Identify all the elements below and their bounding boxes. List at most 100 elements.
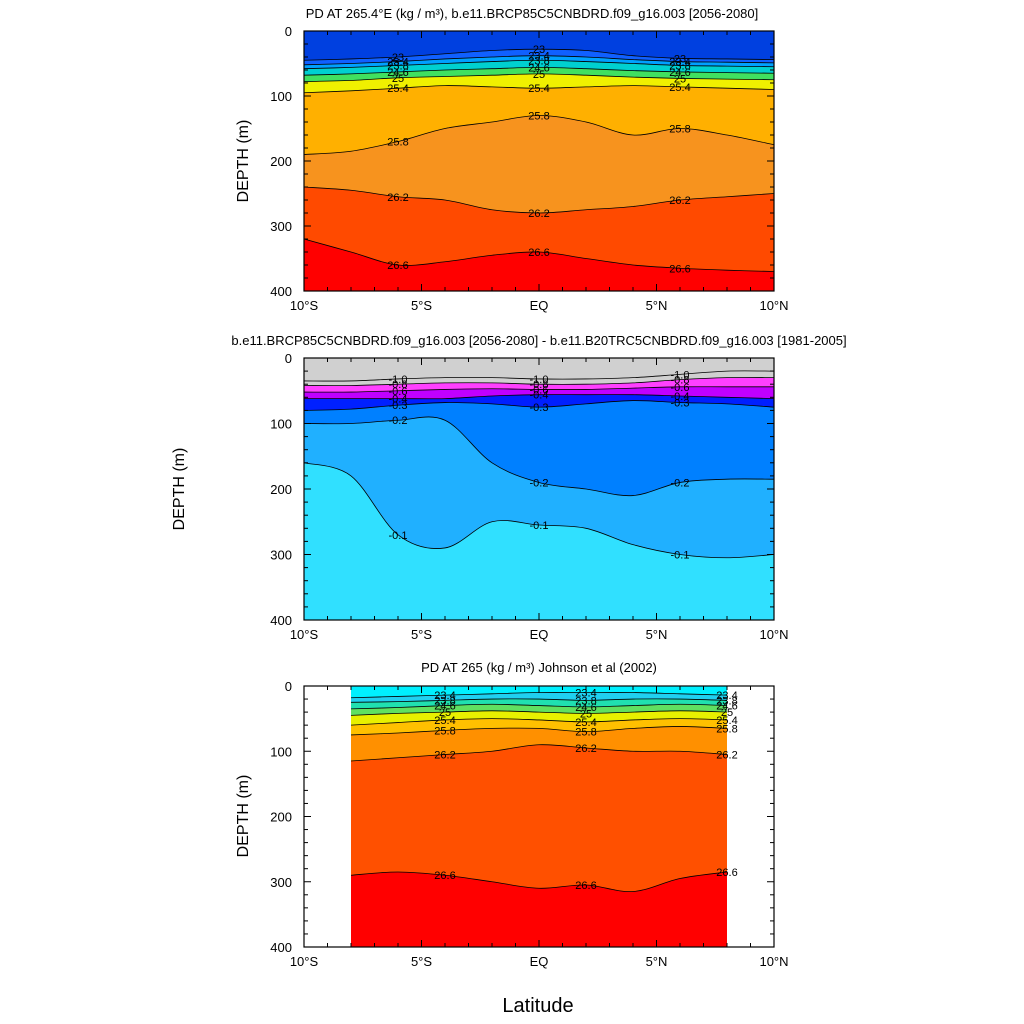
contour-line-25.8 [303,115,775,155]
panel-1-ylabel: DEPTH (m) [235,120,252,203]
contour-label: -0.6 [671,382,690,394]
contour-label: 25.4 [528,83,549,95]
contour-label: 25.8 [387,137,408,149]
contour-label: -0.2 [389,415,408,427]
contour-label: 24.6 [716,701,737,713]
contour-line--0.6 [303,386,774,393]
contour-band-26.6 [304,239,774,291]
contour-label: 23.4 [434,690,455,702]
contour-line-24.6 [350,703,728,710]
contour-line-26.2 [303,186,775,214]
contour-line-23.8 [350,698,728,703]
contour-label: 24.6 [669,67,690,79]
contour-label: 23.8 [716,695,737,707]
contour-label: 24.6 [575,702,596,714]
contour-label: -0.8 [671,375,690,387]
contour-label: 23.4 [575,688,596,700]
panel-3-title: PD AT 265 (kg / m³) Johnson et al (2002) [421,660,657,675]
contour-label: -0.1 [671,550,690,562]
x-tick-label: 10°N [759,298,788,313]
y-tick-label: 0 [285,351,292,366]
contour-label: 25 [533,69,545,81]
panel-1-ticks: 10°S 5°S EQ 5°N 10°N 0 100 200 300 400 [270,24,788,313]
x-tick-label: 5°N [646,627,668,642]
y-tick-label: 200 [270,482,292,497]
contour-label: -0.2 [671,477,690,489]
contour-label: 26.6 [528,247,549,259]
contour-label: 25 [392,73,404,85]
y-tick-label: 400 [270,613,292,628]
contour-label: -0.4 [389,394,408,406]
contour-label: 24.6 [434,701,455,713]
contour-line--0.8 [303,377,775,387]
contour-line--0.2 [303,416,775,497]
contour-line--1.0 [303,370,775,382]
panel-1-title: PD AT 265.4°E (kg / m³), b.e11.BRCP85C5C… [306,6,759,21]
contour-band--0.1 [304,462,774,620]
contour-label: 25 [674,73,686,85]
x-tick-label: EQ [530,298,549,313]
contour-label: 23.8 [528,55,549,67]
y-tick-label: 100 [270,89,292,104]
contour-label: 25.8 [669,124,690,136]
panel-2-ticks: 10°S 5°S EQ 5°N 10°N 0 100 200 300 400 [270,351,788,642]
contour-line-26.6 [303,238,775,272]
contour-label: -0.3 [671,398,690,410]
contour-label: 26.6 [716,867,737,879]
contour-label: -0.6 [389,386,408,398]
contour-label: 23 [674,53,686,65]
contour-label: 25.8 [528,111,549,123]
contour-label: 24.6 [528,62,549,74]
panel-1: PD AT 265.4°E (kg / m³), b.e11.BRCP85C5C… [235,6,789,313]
contour-line-25.8 [350,726,728,736]
contour-label: 26.2 [575,743,596,755]
contour-label: -0.6 [530,384,549,396]
contour-label: 26.2 [716,750,737,762]
contour-label: 25.8 [434,725,455,737]
panel-2-ylabel: DEPTH (m) [171,448,188,531]
y-tick-label: 300 [270,548,292,563]
contour-band-26.6 [351,871,727,947]
contour-label: 24.6 [387,67,408,79]
y-tick-label: 100 [270,744,292,759]
x-tick-label: 10°N [759,627,788,642]
contour-label: -1.0 [530,374,549,386]
contour-label: -0.3 [389,400,408,412]
contour-label: -0.4 [671,391,690,403]
contour-label: 26.2 [528,208,549,220]
y-tick-label: 100 [270,417,292,432]
panel-2-filled-contours [304,358,774,620]
contour-line-26.6 [350,871,728,892]
contour-label: 23.4 [528,51,549,63]
x-tick-label: 10°N [759,954,788,969]
contour-line-25.4 [303,85,775,94]
panel-2: b.e11.BRCP85C5CNBDRD.f09_g16.003 [2056-2… [171,333,847,642]
panel-3-ticks: 10°S 5°S EQ 5°N 10°N 0 100 200 300 400 [270,679,788,969]
contour-label: -1.0 [671,369,690,381]
contour-label: -1.0 [389,374,408,386]
contour-label: 23.8 [434,695,455,707]
x-tick-label: 10°S [290,298,319,313]
contour-label: 26.2 [387,192,408,204]
x-tick-label: 5°S [411,627,432,642]
panel-3-filled-contours [351,686,727,947]
contour-label: 23.8 [669,60,690,72]
contour-label: -0.2 [530,477,549,489]
y-tick-label: 300 [270,875,292,890]
contour-label: 23.8 [387,60,408,72]
contour-line-25 [350,710,728,716]
y-tick-label: 200 [270,810,292,825]
x-tick-label: 10°S [290,954,319,969]
contour-line-26.2 [350,744,728,762]
contour-label: -0.8 [530,379,549,391]
y-tick-label: 0 [285,24,292,39]
contour-line-23.4 [303,55,775,66]
contour-label: 23.8 [575,695,596,707]
contour-label: -0.1 [389,530,408,542]
contour-label: 26.6 [434,870,455,882]
contour-label: 25.4 [434,715,455,727]
panel-2-contour-lines: -1.0 -1.0 -1.0-0.8 -0.8 -0.8-0.6 -0.6 -0.6-0.4… [303,369,775,562]
contour-line-25 [303,73,775,83]
contour-label: -0.8 [389,379,408,391]
x-tick-label: 5°N [646,298,668,313]
